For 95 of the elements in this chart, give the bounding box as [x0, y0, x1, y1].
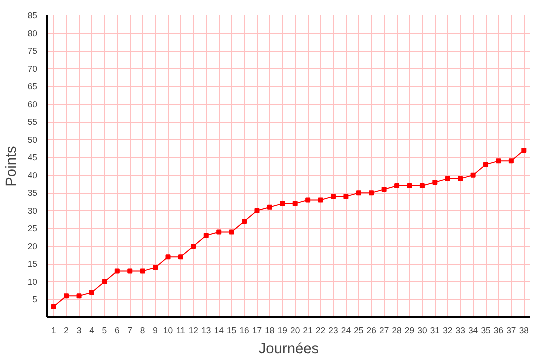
point — [344, 194, 349, 200]
point — [178, 254, 184, 260]
x-tick-label: 2 — [64, 326, 70, 336]
x-tick-label: 31 — [430, 326, 440, 336]
y-tick-label: 40 — [28, 170, 38, 180]
x-tick-label: 38 — [519, 326, 530, 336]
point — [102, 279, 108, 284]
x-tick-label: 17 — [252, 326, 262, 336]
x-tick-label: 30 — [418, 326, 428, 336]
x-axis-title: Journées — [258, 342, 320, 358]
y-tick-label: 75 — [28, 46, 38, 56]
point — [51, 304, 56, 310]
x-tick-label: 7 — [128, 326, 133, 336]
x-tick-label: 12 — [188, 326, 199, 336]
x-tick-label: 5 — [102, 326, 108, 336]
x-tick-label: 28 — [392, 326, 402, 336]
y-axis-title: Points — [4, 146, 20, 187]
point — [407, 184, 412, 189]
point — [369, 190, 374, 196]
x-tick-label: 25 — [354, 326, 364, 336]
point — [470, 172, 476, 178]
x-tick-label: 11 — [176, 326, 186, 336]
x-tick-label: 19 — [278, 326, 288, 336]
point — [64, 294, 70, 299]
point — [445, 176, 450, 182]
x-tick-label: 35 — [481, 326, 492, 336]
x-tick-label: 9 — [153, 326, 158, 336]
y-tick-label: 20 — [28, 241, 38, 252]
y-tick-label: 15 — [28, 259, 38, 270]
x-tick-label: 6 — [115, 326, 120, 336]
point — [216, 230, 222, 235]
x-tick-label: 23 — [328, 326, 338, 336]
point — [128, 268, 133, 274]
point — [166, 254, 171, 260]
point — [114, 268, 120, 274]
y-tick-label: 10 — [28, 276, 38, 287]
point — [394, 184, 400, 189]
x-tick-label: 37 — [506, 326, 516, 336]
point — [280, 201, 286, 206]
x-tick-label: 20 — [290, 326, 300, 336]
point — [153, 265, 158, 270]
point — [356, 190, 362, 196]
x-tick-label: 26 — [366, 326, 377, 336]
point — [432, 180, 438, 185]
point — [508, 158, 514, 164]
x-tick-label: 33 — [456, 326, 466, 336]
y-tick-label: 80 — [28, 28, 38, 38]
point — [229, 230, 234, 235]
x-tick-label: 36 — [494, 326, 504, 336]
point — [382, 187, 387, 192]
point — [496, 158, 502, 164]
point — [420, 184, 425, 189]
x-tick-label: 13 — [202, 326, 212, 336]
x-tick-label: 1 — [51, 326, 56, 336]
y-tick-label: 5 — [32, 294, 38, 305]
point — [458, 176, 464, 182]
x-tick-label: 15 — [226, 326, 237, 336]
y-tick-label: 50 — [28, 134, 38, 145]
y-tick-label: 65 — [28, 82, 38, 92]
point — [306, 198, 311, 203]
x-tick-label: 4 — [90, 326, 95, 336]
y-tick-label: 45 — [28, 152, 38, 163]
point — [254, 208, 260, 214]
point — [89, 290, 94, 296]
point — [522, 148, 527, 154]
x-tick-label: 18 — [265, 326, 275, 336]
x-tick-label: 32 — [443, 326, 453, 336]
y-tick-label: 60 — [28, 99, 38, 110]
x-tick-label: 29 — [404, 326, 415, 336]
y-tick-label: 35 — [28, 188, 38, 198]
x-tick-label: 34 — [468, 326, 478, 336]
y-tick-label: 25 — [28, 224, 38, 234]
point — [140, 268, 146, 274]
x-tick-label: 16 — [240, 326, 250, 336]
x-tick-label: 21 — [303, 326, 314, 336]
x-tick-label: 22 — [316, 326, 326, 336]
x-tick-label: 10 — [163, 326, 174, 336]
x-tick-label: 24 — [341, 326, 352, 336]
point — [242, 219, 248, 224]
x-tick-label: 14 — [214, 326, 224, 336]
point — [267, 204, 272, 210]
x-tick-label: 3 — [76, 326, 82, 336]
x-tick-label: 27 — [380, 326, 390, 336]
point — [204, 233, 209, 238]
point — [292, 201, 298, 206]
x-tick-label: 8 — [140, 326, 146, 336]
point — [191, 244, 196, 249]
point — [76, 294, 82, 299]
y-tick-label: 70 — [28, 64, 38, 74]
point — [318, 198, 324, 203]
point — [484, 162, 489, 168]
y-tick-label: 30 — [28, 206, 38, 216]
y-tick-label: 55 — [28, 117, 38, 128]
y-tick-label: 85 — [28, 10, 38, 20]
point — [330, 194, 336, 200]
